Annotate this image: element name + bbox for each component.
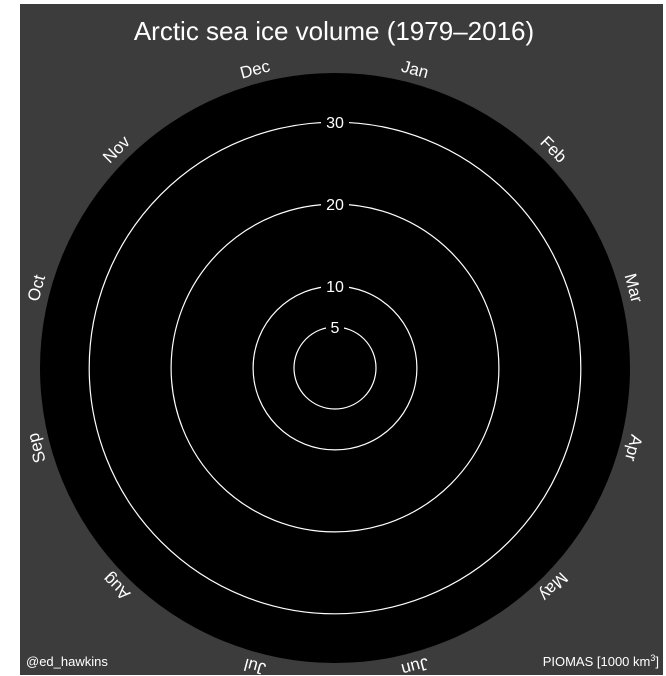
month-label-jun: Jun	[399, 654, 430, 675]
ring-label-bg-20	[321, 195, 349, 214]
rings-group: 5 10 20 30	[88, 113, 582, 615]
ring-label-20: 20	[326, 197, 344, 214]
chart-title: Arctic sea ice volume (1979–2016)	[134, 16, 534, 46]
month-label-apr: Apr	[621, 433, 646, 464]
ring-label-bg-5	[326, 318, 344, 336]
month-label-jan: Jan	[399, 57, 430, 82]
ring-label-5: 5	[331, 320, 340, 337]
month-label-mar: Mar	[621, 271, 647, 305]
ring-label-bg-30	[321, 113, 349, 132]
month-label-oct: Oct	[24, 273, 49, 304]
ring-label-10: 10	[326, 279, 344, 296]
ring-label-bg-10	[321, 277, 349, 296]
source-text: PIOMAS [1000 km	[543, 654, 651, 669]
month-label-dec: Dec	[238, 56, 273, 82]
polar-chart: Arctic sea ice volume (1979–2016) 5 10 20 3…	[23, 16, 659, 675]
month-label-jul: Jul	[242, 655, 268, 675]
source-superscript: 3	[650, 653, 655, 663]
month-label-sep: Sep	[23, 431, 49, 465]
ring-label-30: 30	[326, 115, 344, 132]
credit-label: @ed_hawkins	[26, 654, 108, 669]
plot-area	[40, 73, 630, 663]
chart-frame: Arctic sea ice volume (1979–2016) 5 10 20 3…	[20, 4, 663, 675]
source-label: PIOMAS [1000 km3]	[543, 653, 659, 669]
source-suffix: ]	[655, 654, 659, 669]
